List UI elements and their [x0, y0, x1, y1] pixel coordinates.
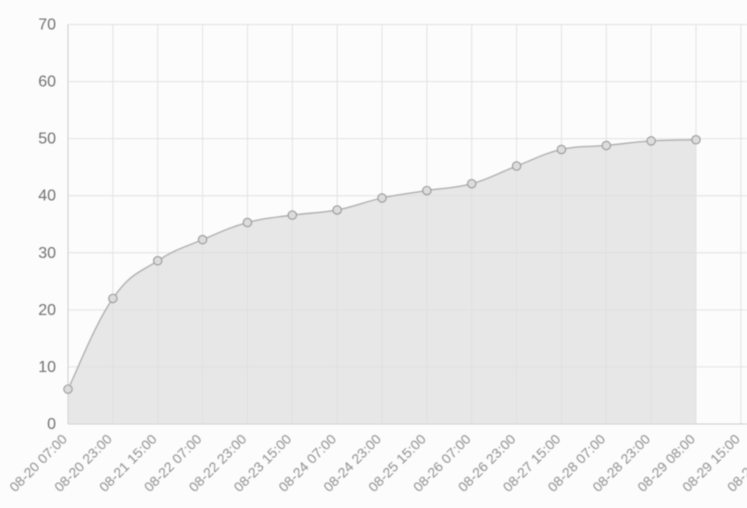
svg-text:0: 0 — [47, 416, 56, 433]
svg-text:40: 40 — [38, 188, 56, 205]
svg-text:20: 20 — [38, 302, 56, 319]
svg-text:50: 50 — [38, 131, 56, 148]
svg-text:30: 30 — [38, 245, 56, 262]
svg-text:70: 70 — [38, 17, 56, 34]
svg-text:10: 10 — [38, 359, 56, 376]
svg-text:60: 60 — [38, 74, 56, 91]
